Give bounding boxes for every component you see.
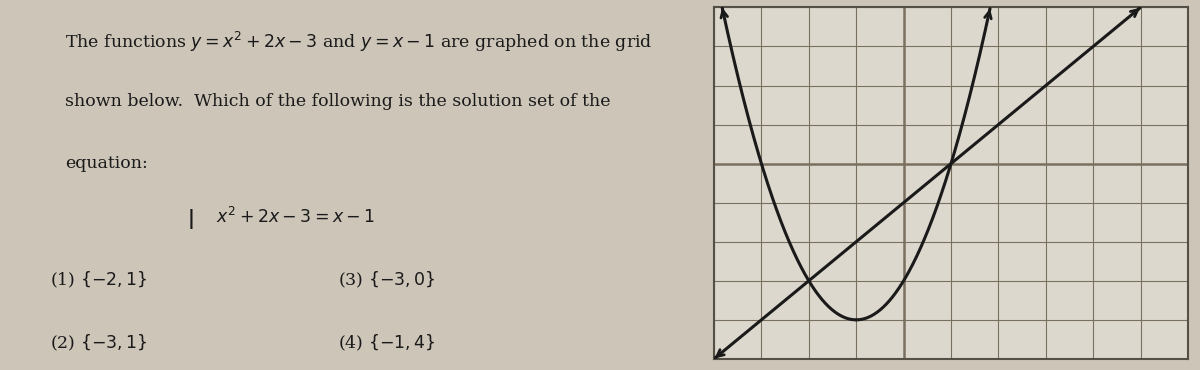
Text: shown below.  Which of the following is the solution set of the: shown below. Which of the following is t… <box>65 92 611 110</box>
Text: (1) $\{-2, 1\}$: (1) $\{-2, 1\}$ <box>50 270 148 290</box>
Text: (3) $\{-3, 0\}$: (3) $\{-3, 0\}$ <box>338 270 436 290</box>
Text: equation:: equation: <box>65 155 148 172</box>
Text: $\mathbf{|}$: $\mathbf{|}$ <box>187 207 193 231</box>
Text: (4) $\{-1, 4\}$: (4) $\{-1, 4\}$ <box>338 333 436 353</box>
Text: $x^2 + 2x - 3 = x - 1$: $x^2 + 2x - 3 = x - 1$ <box>216 207 376 227</box>
Text: The functions $y = x^2 + 2x - 3$ and $y = x - 1$ are graphed on the grid: The functions $y = x^2 + 2x - 3$ and $y … <box>65 30 653 54</box>
Text: (2) $\{-3, 1\}$: (2) $\{-3, 1\}$ <box>50 333 148 353</box>
